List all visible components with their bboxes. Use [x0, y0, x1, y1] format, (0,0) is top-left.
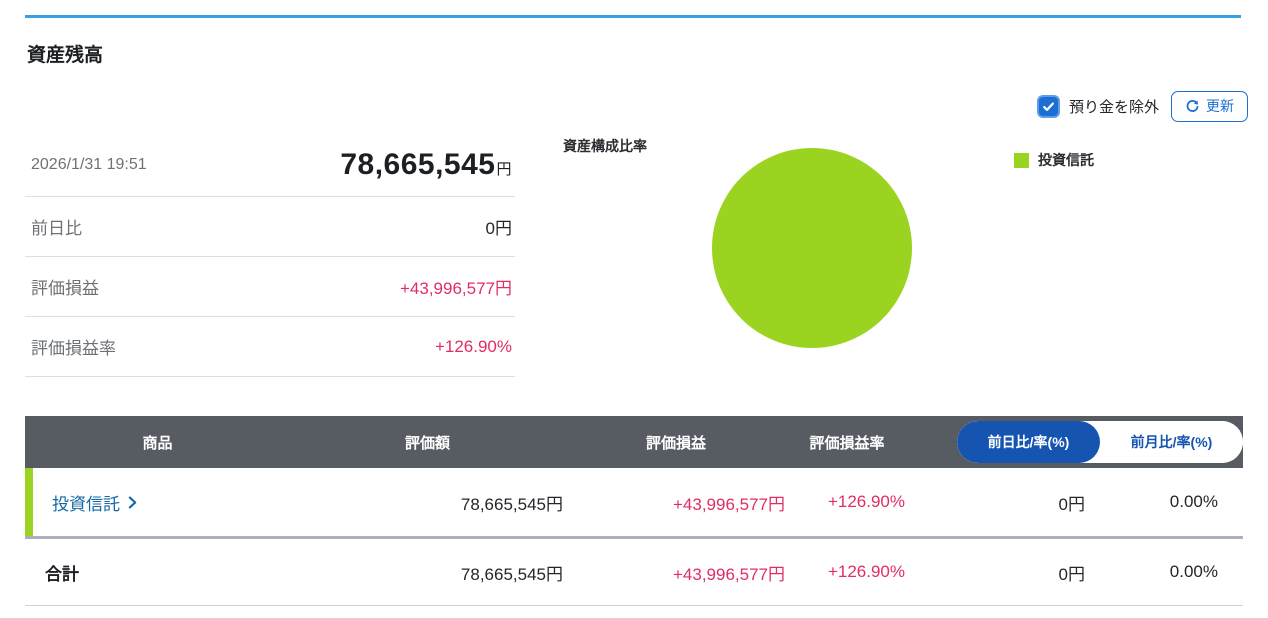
- chevron-right-icon: [128, 495, 137, 509]
- period-toggle-cell: 前日比/率(%) 前月比/率(%): [907, 421, 1243, 463]
- summary-row-value: +126.90%: [434, 336, 512, 356]
- summary-row-label: 前日比: [31, 219, 82, 238]
- legend-swatch-investment-trust: [1014, 152, 1029, 168]
- table-header: 商品 評価額 評価損益 評価損益率 前日比/率(%) 前月比/率(%): [25, 416, 1243, 468]
- total-day-change-rate: 0.00%: [1169, 562, 1218, 581]
- cell-profit-loss-rate: +126.90%: [827, 492, 905, 511]
- summary-total-unit: 円: [496, 160, 512, 178]
- holdings-table: 商品 評価額 評価損益 評価損益率 前日比/率(%) 前月比/率(%) 投資信託…: [25, 416, 1243, 606]
- refresh-button-label: 更新: [1206, 98, 1234, 114]
- period-toggle: 前日比/率(%) 前月比/率(%): [957, 421, 1243, 463]
- summary-total-row: 2026/1/31 19:51 78,665,545円: [25, 133, 515, 197]
- checkbox-checked-icon[interactable]: [1036, 94, 1060, 118]
- top-accent-line: [25, 15, 1241, 18]
- summary-timestamp: 2026/1/31 19:51: [31, 155, 147, 173]
- total-day-change: 0円: [1058, 564, 1085, 584]
- asset-pie-chart: [712, 148, 912, 348]
- toggle-month-change[interactable]: 前月比/率(%): [1100, 421, 1243, 463]
- pie-chart-title: 資産構成比率: [563, 138, 647, 154]
- toggle-day-change[interactable]: 前日比/率(%): [957, 421, 1100, 463]
- exclude-deposits-label[interactable]: 預り金を除外: [1068, 98, 1159, 116]
- refresh-icon: [1185, 99, 1200, 114]
- column-header-profit-loss: 評価損益: [645, 434, 706, 452]
- category-color-bar: [25, 468, 33, 536]
- summary-row-label: 評価損益率: [31, 339, 116, 358]
- product-cell: 投資信託: [25, 468, 290, 536]
- summary-row-value: 0円: [485, 219, 512, 238]
- column-header-valuation: 評価額: [404, 434, 450, 452]
- column-header-product: 商品: [142, 434, 173, 452]
- asset-summary-panel: 2026/1/31 19:51 78,665,545円 前日比 0円 評価損益 …: [25, 133, 515, 377]
- summary-row-label: 評価損益: [31, 279, 99, 298]
- table-row-total: 合計 78,665,545円 +43,996,577円 +126.90% 0円 …: [25, 539, 1243, 606]
- total-valuation: 78,665,545円: [460, 564, 563, 584]
- summary-row-profit-loss: 評価損益 +43,996,577円: [25, 257, 515, 317]
- pie-legend: 投資信託: [1014, 150, 1094, 170]
- legend-label: 投資信託: [1038, 152, 1094, 168]
- investment-trust-link[interactable]: 投資信託: [52, 468, 137, 536]
- summary-total-amount: 78,665,545円: [340, 148, 512, 182]
- table-row-investment-trust: 投資信託 78,665,545円 +43,996,577円 +126.90% 0…: [25, 468, 1243, 539]
- total-label: 合計: [45, 564, 79, 584]
- summary-total-number: 78,665,545: [340, 147, 496, 181]
- cell-valuation: 78,665,545円: [460, 494, 563, 514]
- total-profit-loss-rate: +126.90%: [827, 562, 905, 581]
- summary-row-day-change: 前日比 0円: [25, 197, 515, 257]
- column-header-profit-loss-rate: 評価損益率: [809, 434, 885, 452]
- refresh-button[interactable]: 更新: [1171, 90, 1248, 122]
- exclude-deposits-checkbox-group[interactable]: 預り金を除外: [1036, 94, 1159, 118]
- cell-day-change: 0円: [1058, 494, 1085, 514]
- product-link-label: 投資信託: [52, 494, 120, 514]
- total-profit-loss: +43,996,577円: [672, 564, 785, 584]
- summary-row-profit-loss-rate: 評価損益率 +126.90%: [25, 317, 515, 377]
- summary-row-value: +43,996,577円: [399, 279, 512, 298]
- toolbar: 預り金を除外 更新: [1036, 90, 1248, 122]
- page-title: 資産残高: [27, 45, 104, 66]
- cell-day-change-rate: 0.00%: [1169, 492, 1218, 511]
- cell-profit-loss: +43,996,577円: [672, 494, 785, 514]
